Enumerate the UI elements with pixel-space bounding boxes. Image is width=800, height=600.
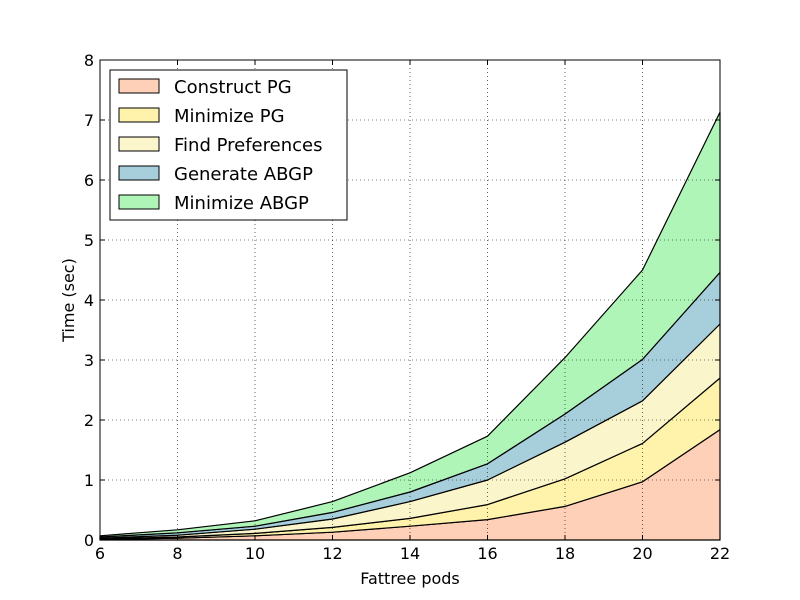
x-tick-label: 8 — [172, 544, 182, 563]
legend: Construct PG Minimize PG Find Preferences G… — [109, 69, 348, 221]
legend-swatch — [118, 136, 160, 152]
legend-entry-label: Construct PG — [174, 77, 292, 98]
legend-entry-label: Find Preferences — [174, 135, 322, 156]
x-tick-label: 14 — [400, 544, 420, 563]
plot-frame — [99, 59, 721, 541]
x-tick-label: 18 — [555, 544, 575, 563]
legend-swatch — [118, 107, 160, 123]
y-tick-label: 6 — [84, 171, 94, 190]
grid-lines — [100, 60, 720, 540]
y-tick-label: 5 — [84, 231, 94, 250]
y-tick-label: 7 — [84, 111, 94, 130]
y-tick-label: 8 — [84, 51, 94, 70]
x-tick-label: 22 — [710, 544, 730, 563]
x-tick-label: 6 — [95, 544, 105, 563]
legend-entry-label: Minimize ABGP — [174, 193, 309, 214]
y-tick-label: 1 — [84, 471, 94, 490]
legend-entry-label: Minimize PG — [174, 106, 285, 127]
y-axis-label: Time (sec) — [59, 258, 78, 343]
x-axis-label: Fattree pods — [360, 569, 460, 588]
legend-swatch — [118, 165, 160, 181]
x-tick-label: 16 — [477, 544, 497, 563]
x-tick-label: 20 — [632, 544, 652, 563]
y-tick-label: 3 — [84, 351, 94, 370]
x-tick-label: 10 — [245, 544, 265, 563]
legend-swatch — [118, 78, 160, 94]
y-tick-label: 4 — [84, 291, 94, 310]
x-tick-label: 12 — [322, 544, 342, 563]
y-tick-label: 2 — [84, 411, 94, 430]
y-tick-label: 0 — [84, 531, 94, 550]
legend-swatch — [118, 194, 160, 210]
legend-entry-label: Generate ABGP — [174, 164, 313, 185]
